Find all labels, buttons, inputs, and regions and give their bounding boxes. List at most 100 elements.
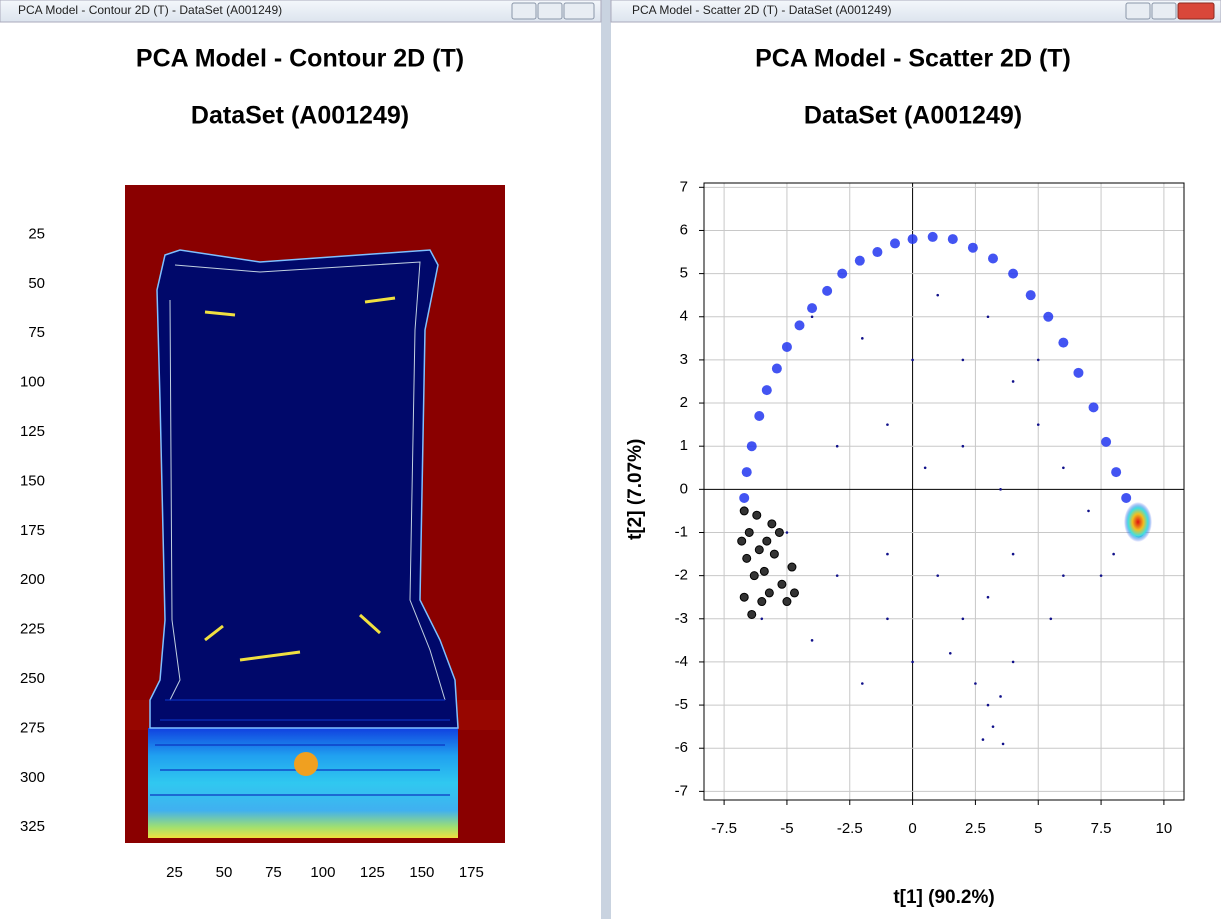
y-tick-label: -4 (675, 653, 688, 670)
point (1036, 358, 1040, 362)
x-axis-label: t[1] (90.2%) (893, 887, 994, 908)
close-button[interactable] (1177, 2, 1215, 20)
point (767, 519, 777, 529)
point (810, 315, 814, 319)
x-tick-label: -5 (780, 820, 793, 837)
title-bar (0, 0, 602, 23)
point (810, 639, 814, 642)
point (907, 234, 918, 245)
maximize-button[interactable] (1151, 2, 1177, 20)
point (991, 725, 995, 728)
minimize-button[interactable] (1125, 2, 1151, 20)
point (947, 234, 958, 245)
point (986, 703, 990, 707)
plot-frame (703, 182, 1185, 801)
point (872, 247, 883, 258)
point (1058, 337, 1069, 348)
chart-title: PCA Model - Contour 2D (T) (136, 45, 464, 73)
chart-subtitle: DataSet (A001249) (191, 102, 409, 130)
y-tick-label: -6 (675, 739, 688, 756)
point (1062, 466, 1065, 470)
point (774, 527, 784, 537)
y-tick-label: 325 (20, 818, 45, 835)
close-button[interactable] (563, 2, 595, 20)
point (1073, 367, 1084, 378)
point (747, 609, 757, 619)
point (782, 597, 792, 607)
window-title: PCA Model - Scatter 2D (T) - DataSet (A0… (632, 3, 891, 17)
point (739, 492, 750, 503)
point (754, 410, 765, 421)
point (999, 695, 1002, 698)
x-tick-label: 25 (166, 864, 183, 881)
y-tick-label: 125 (20, 423, 45, 440)
y-tick-label: 175 (20, 522, 45, 539)
point (1043, 311, 1054, 322)
y-tick-label: -2 (675, 567, 688, 584)
point (777, 579, 787, 589)
x-tick-label: 10 (1156, 820, 1173, 837)
point (936, 293, 940, 297)
point (1011, 660, 1015, 664)
maximize-button[interactable] (537, 2, 563, 20)
point (794, 320, 805, 331)
density-highlight (1124, 502, 1152, 542)
point (739, 592, 749, 602)
point (936, 574, 940, 577)
y-tick-label: 6 (680, 221, 688, 238)
x-tick-label: 75 (265, 864, 282, 881)
y-tick-label: 150 (20, 472, 45, 489)
window-buttons[interactable] (511, 2, 1215, 20)
point (1121, 492, 1132, 503)
y-tick-label: 275 (20, 719, 45, 736)
point (759, 566, 769, 576)
point (761, 385, 772, 396)
point (886, 423, 889, 426)
point (771, 363, 782, 374)
point (1001, 742, 1005, 746)
point (837, 268, 848, 279)
point (911, 358, 914, 362)
point (769, 549, 779, 559)
point (1087, 509, 1090, 513)
point (986, 315, 990, 319)
point (961, 444, 965, 448)
contour-image (125, 185, 505, 843)
y-tick-label: 250 (20, 670, 45, 687)
point (760, 617, 764, 621)
x-tick-label: 150 (409, 864, 434, 881)
point (1036, 423, 1040, 426)
point (739, 506, 749, 516)
y-tick-label: 7 (680, 178, 688, 195)
point (1112, 552, 1115, 556)
point (749, 571, 759, 581)
point (741, 467, 752, 478)
point (757, 597, 767, 607)
point (752, 510, 762, 520)
point (1088, 402, 1099, 413)
point (927, 231, 938, 242)
y-tick-label: 0 (680, 480, 688, 497)
point (835, 574, 839, 577)
y-tick-label: 50 (28, 275, 45, 292)
point (911, 660, 914, 664)
x-tick-label: 7.5 (1091, 820, 1112, 837)
point (822, 285, 833, 296)
point (835, 444, 839, 448)
y-tick-label: 1 (680, 437, 688, 454)
minimize-button[interactable] (511, 2, 537, 20)
x-tick-label: -7.5 (711, 820, 737, 837)
y-tick-label: 100 (20, 374, 45, 391)
point (742, 553, 752, 563)
y-tick-label: 4 (680, 308, 688, 325)
point (923, 466, 927, 470)
point (981, 738, 985, 741)
y-tick-label: -1 (675, 523, 688, 540)
point (737, 536, 747, 546)
x-tick-label: 2.5 (965, 820, 986, 837)
x-tick-label: 0 (908, 820, 916, 837)
point (789, 588, 799, 598)
y-tick-label: 300 (20, 769, 45, 786)
y-tick-label: 200 (20, 571, 45, 588)
point (1025, 290, 1036, 301)
